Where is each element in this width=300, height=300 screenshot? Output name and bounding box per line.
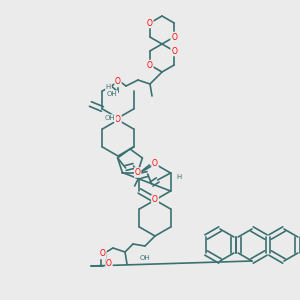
Text: O: O	[152, 196, 158, 205]
Text: O: O	[147, 19, 153, 28]
Text: OH: OH	[140, 255, 150, 261]
Text: OH: OH	[107, 91, 117, 97]
Text: O: O	[171, 32, 177, 41]
Text: OH: OH	[105, 115, 115, 121]
Text: O: O	[147, 61, 153, 70]
Text: O: O	[171, 46, 177, 56]
Text: O: O	[115, 116, 121, 124]
Text: H: H	[106, 84, 111, 90]
Text: O: O	[152, 196, 158, 205]
Text: O: O	[100, 250, 106, 259]
Text: H: H	[176, 174, 181, 180]
Text: O: O	[106, 260, 112, 268]
Text: O: O	[135, 168, 141, 177]
Text: O: O	[115, 77, 121, 86]
Text: O: O	[152, 160, 158, 169]
